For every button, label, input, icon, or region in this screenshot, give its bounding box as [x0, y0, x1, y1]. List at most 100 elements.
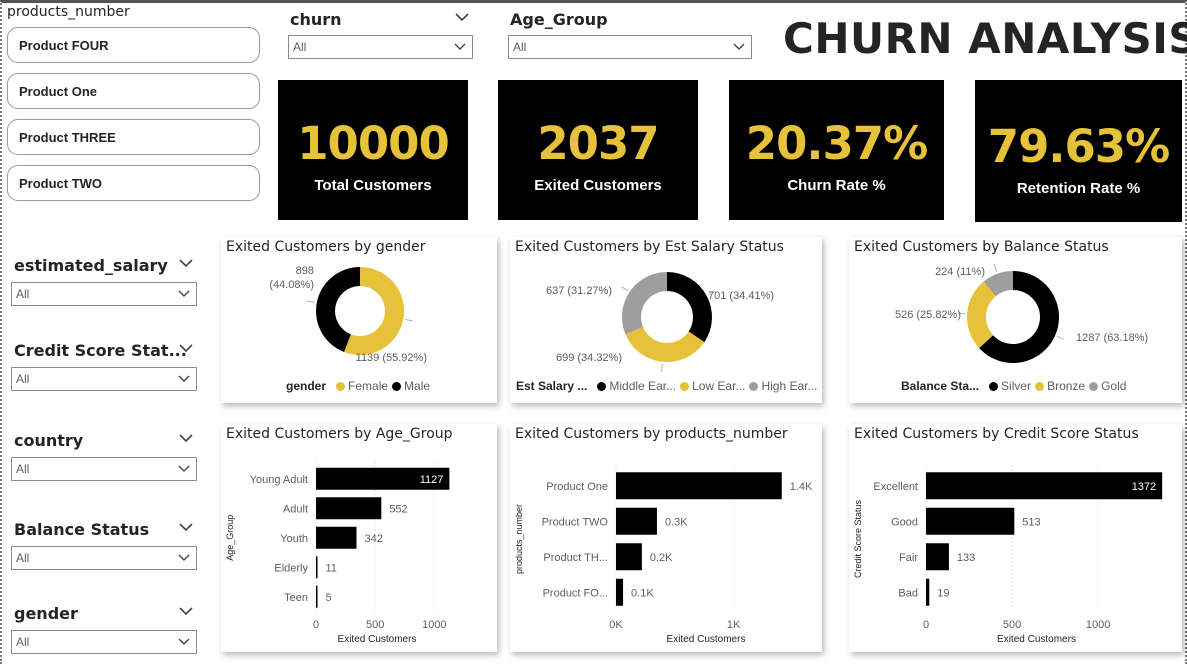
bar-youth[interactable] — [316, 526, 357, 549]
legend-dot-icon — [749, 382, 759, 391]
bar-adult[interactable] — [316, 497, 382, 520]
x-tick-label: 1000 — [1086, 619, 1110, 631]
data-label: 513 — [1022, 516, 1040, 528]
data-label: 11 — [326, 562, 337, 574]
chart-card-est-salary[interactable]: Exited Customers by Est Salary Status 70… — [510, 237, 822, 403]
chevron-down-icon[interactable] — [179, 341, 193, 355]
bar-product-fo[interactable] — [616, 578, 624, 606]
donut-slice-bronze[interactable] — [967, 281, 996, 349]
legend-item-female[interactable]: Female — [348, 379, 389, 393]
x-tick-label: 1K — [727, 619, 741, 631]
legend-item-gold[interactable]: Gold — [1101, 379, 1127, 393]
data-label: 5 — [326, 592, 332, 604]
donut-slice-low-ear[interactable] — [625, 326, 705, 362]
legend-item-middle-ear[interactable]: Middle Ear... — [609, 379, 677, 393]
y-tick-label: Fair — [899, 552, 918, 564]
legend-title: Est Salary ... — [516, 379, 588, 393]
churn-dropdown[interactable]: All — [288, 35, 473, 59]
chart-card-credit-score-status[interactable]: Exited Customers by Credit Score Status … — [849, 424, 1182, 652]
bar-product-two[interactable] — [616, 507, 657, 535]
donut-chart-balance-status[interactable]: 1287 (63.18%) 526 (25.82%) 224 (11%) — [849, 237, 1182, 403]
bar-fair[interactable] — [926, 543, 949, 571]
data-label: 0.3K — [665, 516, 688, 528]
y-tick-label: Product TH... — [543, 552, 608, 564]
donut-slice-silver[interactable] — [979, 271, 1059, 363]
chart-card-balance-status[interactable]: Exited Customers by Balance Status 1287 … — [849, 237, 1182, 403]
estimated-salary-dropdown-value: All — [16, 287, 30, 301]
bar-elderly[interactable] — [316, 556, 318, 579]
data-label: 224 (11%) — [935, 266, 985, 278]
x-tick-label: 1000 — [422, 619, 446, 631]
x-tick-label: 500 — [366, 619, 384, 631]
chevron-down-icon[interactable] — [179, 256, 193, 270]
leader-line — [306, 300, 315, 303]
bar-chart-products-number[interactable]: 0K 1K Exited Customers products_number Produ… — [510, 424, 822, 652]
products-number-slicer-title: products_number — [7, 4, 130, 20]
leader-line — [1056, 335, 1065, 340]
estimated-salary-dropdown[interactable]: All — [11, 282, 197, 306]
chevron-down-icon — [178, 290, 190, 297]
data-label: 526 (25.82%) — [895, 309, 961, 321]
chart-title: Exited Customers by gender — [226, 239, 426, 255]
y-tick-label: Product TWO — [542, 516, 609, 528]
donut-slice-male[interactable] — [316, 267, 360, 352]
legend-item-bronze[interactable]: Bronze — [1047, 379, 1086, 393]
kpi-value: 20.37% — [745, 117, 928, 170]
chevron-down-icon[interactable] — [179, 520, 193, 534]
legend-item-high-ear[interactable]: High Ear... — [761, 379, 818, 393]
slicer-item-product-one[interactable]: Product One — [7, 73, 260, 109]
chart-title: Exited Customers by Age_Group — [226, 426, 453, 442]
donut-chart-est-salary[interactable]: 701 (34.41%) 699 (34.32%) 637 (31.27%) — [510, 237, 822, 403]
y-tick-label: Excellent — [873, 481, 918, 493]
donut-chart-gender[interactable]: 1139 (55.92%) 898 (44.08%) — [221, 237, 497, 403]
bar-product-one[interactable] — [616, 472, 782, 500]
balance-status-slicer-label: Balance Status — [14, 520, 150, 539]
chart-card-products-number[interactable]: Exited Customers by products_number 0K 1K… — [510, 424, 822, 652]
data-label: 342 — [364, 533, 382, 545]
legend-dot-icon — [336, 382, 346, 391]
bar-teen[interactable] — [316, 585, 318, 608]
legend-dot-icon — [1089, 382, 1099, 391]
chevron-down-icon — [178, 465, 190, 472]
kpi-label: Churn Rate % — [787, 177, 886, 194]
bar-bad[interactable] — [926, 578, 930, 606]
legend-item-low-ear[interactable]: Low Ear... — [692, 379, 746, 393]
bar-chart-age-group[interactable]: 0 500 1000 Exited Customers Age_Group Young A… — [221, 424, 497, 652]
credit-score-status-dropdown[interactable]: All — [11, 367, 197, 391]
slicer-item-product-three[interactable]: Product THREE — [7, 119, 260, 155]
y-tick-label: Bad — [898, 587, 918, 599]
y-tick-label: Teen — [284, 592, 308, 604]
donut-slice-middle-ear[interactable] — [667, 272, 712, 343]
bar-excellent[interactable] — [926, 472, 1163, 500]
bar-young-adult[interactable] — [316, 467, 450, 490]
chart-card-gender[interactable]: Exited Customers by gender 1139 (55.92%)… — [221, 237, 497, 403]
legend-item-male[interactable]: Male — [404, 379, 431, 393]
y-axis-title: products_number — [514, 504, 524, 574]
bar-chart-credit-score-status[interactable]: 0 500 1000 Exited Customers Credit Score Sta… — [849, 424, 1182, 652]
chevron-down-icon — [454, 43, 466, 50]
country-dropdown[interactable]: All — [11, 457, 197, 481]
bar-product-th[interactable] — [616, 543, 642, 571]
bar-good[interactable] — [926, 507, 1015, 535]
data-label: 1287 (63.18%) — [1076, 332, 1148, 344]
gender-dropdown[interactable]: All — [11, 630, 197, 654]
kpi-label: Total Customers — [314, 177, 432, 194]
x-axis-title: Exited Customers — [667, 634, 746, 645]
leader-line — [708, 290, 716, 296]
credit-score-status-slicer-label: Credit Score Stat... — [14, 341, 187, 360]
chevron-down-icon[interactable] — [179, 604, 193, 618]
kpi-label: Retention Rate % — [1016, 180, 1141, 197]
donut-slice-female[interactable] — [344, 267, 404, 355]
slicer-item-product-four[interactable]: Product FOUR — [7, 27, 260, 63]
chevron-down-icon — [178, 638, 190, 645]
donut-slice-high-ear[interactable] — [622, 272, 667, 335]
chevron-down-icon[interactable] — [179, 431, 193, 445]
page-title: CHURN ANALYSIS — [783, 14, 1187, 63]
chart-card-age-group[interactable]: Exited Customers by Age_Group 0 500 1000 Ex… — [221, 424, 497, 652]
age-group-dropdown[interactable]: All — [508, 35, 752, 59]
donut-slice-gold[interactable] — [983, 271, 1013, 297]
chevron-down-icon[interactable] — [455, 10, 469, 24]
slicer-item-product-two[interactable]: Product TWO — [7, 165, 260, 201]
balance-status-dropdown[interactable]: All — [11, 546, 197, 570]
legend-item-silver[interactable]: Silver — [1001, 379, 1032, 393]
